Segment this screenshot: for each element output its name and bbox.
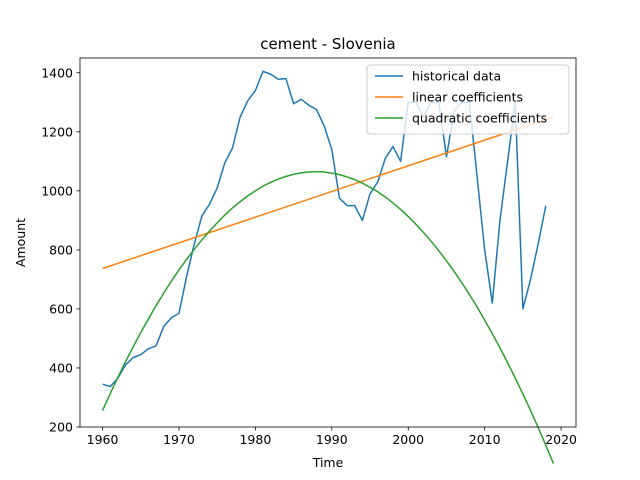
x-axis-ticks: 1960 1970 1980 1990 2000 2010 2020: [87, 427, 577, 447]
x-tick-label: 1990: [316, 432, 348, 447]
plot-frame: [79, 57, 577, 428]
x-tick-label: 1970: [163, 432, 195, 447]
x-tick-label: 2020: [545, 432, 577, 447]
chart-title: cement - Slovenia: [260, 35, 396, 53]
y-tick-label: 600: [49, 301, 73, 316]
legend-label: quadratic coefficients: [412, 111, 547, 126]
series-line-3: [101, 170, 555, 464]
y-tick-label: 400: [49, 360, 73, 375]
legend-label: historical data: [412, 69, 501, 84]
x-tick-label: 2000: [392, 432, 424, 447]
y-tick-label: 200: [49, 420, 73, 435]
x-tick-label: 2010: [469, 432, 501, 447]
y-tick-label: 800: [49, 242, 73, 257]
legend-box: [366, 64, 570, 135]
legend: historical data linear coefficients quadra…: [366, 64, 570, 135]
y-axis-ticks: 200 400 600 800 1000 1200 1400: [41, 65, 80, 435]
x-tick-label: 1980: [239, 432, 271, 447]
y-tick-label: 1400: [41, 65, 73, 80]
y-axis-label: Amount: [13, 218, 28, 267]
y-tick-label: 1200: [41, 124, 73, 139]
y-tick-label: 1000: [41, 183, 73, 198]
series-line-2: [102, 116, 554, 270]
x-tick-label: 1960: [87, 432, 119, 447]
legend-label: linear coefficients: [412, 90, 523, 105]
x-axis-label: Time: [312, 455, 344, 470]
